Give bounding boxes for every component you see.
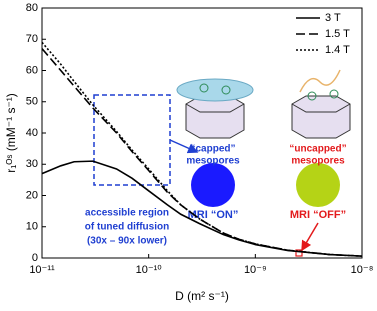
- y-tick-label: 70: [26, 33, 38, 45]
- y-tick-label: 80: [26, 2, 38, 14]
- prism: [291, 95, 351, 139]
- annotation: mesopores: [186, 156, 240, 167]
- annotation: MRI “OFF”: [290, 209, 346, 221]
- prism: [185, 95, 245, 139]
- annotation: MRI “ON”: [188, 209, 239, 221]
- prism-edge: [185, 103, 245, 113]
- cap-disk: [176, 78, 254, 102]
- particle: [199, 83, 209, 93]
- legend-label: 1.5 T: [325, 28, 350, 40]
- y-tick-label: 20: [26, 189, 38, 201]
- annotation: mesopores: [291, 156, 345, 167]
- illustrations: [93, 69, 351, 257]
- particle: [329, 89, 339, 99]
- x-axis-label: D (m² s⁻¹): [175, 289, 229, 303]
- region-box: [93, 94, 171, 186]
- y-tick-label: 40: [26, 127, 38, 139]
- y-tick-label: 60: [26, 64, 38, 76]
- mri-on-image: [191, 163, 235, 207]
- y-axis-label: r₁ᴼˢ (mM⁻¹ s⁻¹): [4, 93, 18, 173]
- y-tick-label: 50: [26, 96, 38, 108]
- annotation: of tuned diffusion: [85, 222, 169, 233]
- x-tick-label: 10⁻⁸: [351, 264, 374, 276]
- legend-label: 3 T: [325, 12, 341, 24]
- annotation: (30x – 90x lower): [87, 236, 167, 247]
- y-tick-label: 30: [26, 158, 38, 170]
- annotation: “uncapped”: [289, 144, 346, 155]
- marker-square: [295, 249, 303, 257]
- arrow: [301, 222, 319, 252]
- x-tick-label: 10⁻¹¹: [29, 264, 55, 276]
- polymer: [299, 69, 341, 93]
- x-tick-label: 10⁻⁹: [244, 264, 267, 276]
- line-series: [41, 160, 363, 257]
- annotation: accessible region: [85, 208, 169, 219]
- annotation: “capped”: [190, 144, 235, 155]
- prism-edge: [291, 103, 351, 113]
- particle: [221, 85, 231, 95]
- legend-label: 1.4 T: [325, 44, 350, 56]
- arrow: [169, 139, 199, 154]
- y-tick-label: 0: [32, 252, 38, 264]
- y-tick-label: 10: [26, 221, 38, 233]
- particle: [307, 91, 317, 101]
- mri-off-image: [296, 163, 340, 207]
- x-tick-label: 10⁻¹⁰: [136, 264, 163, 276]
- line-series: [41, 41, 363, 257]
